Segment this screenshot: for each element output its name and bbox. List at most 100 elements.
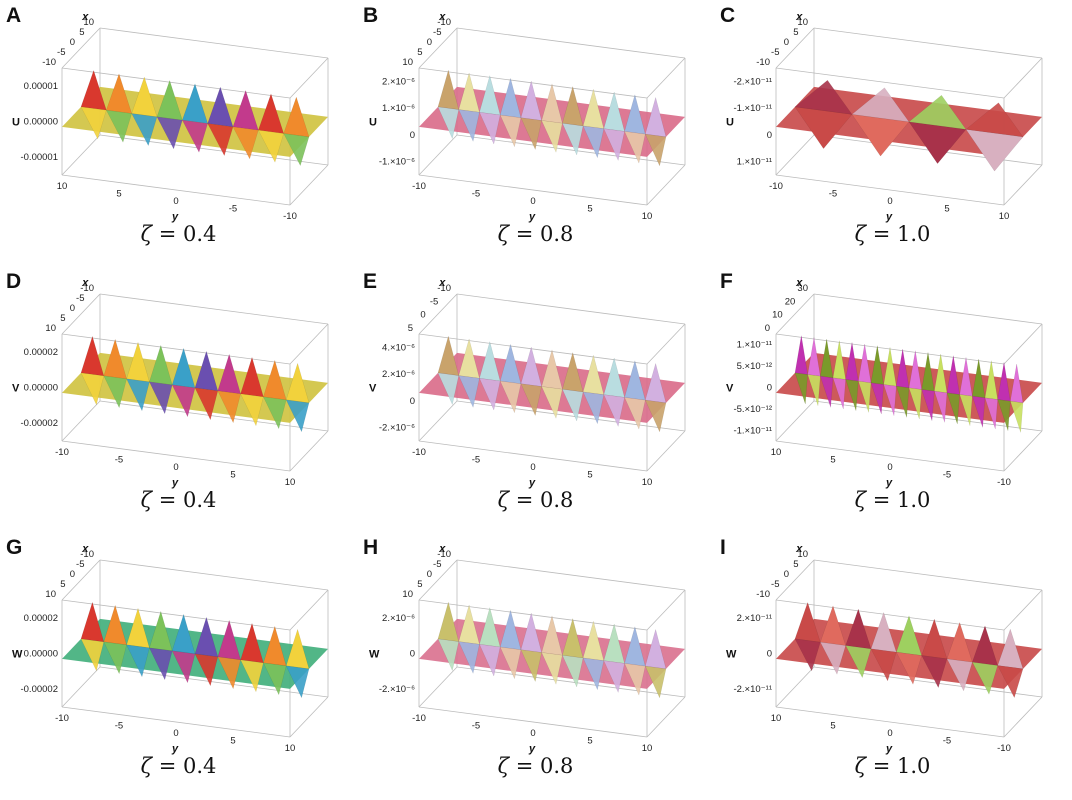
y-axis-label: y [528,477,536,489]
x-tick-label: 10 [402,57,413,68]
box-edge [289,164,329,206]
surface-trough [832,377,846,410]
x-axis-label: x [438,277,446,289]
chart-panel-i: 2.×10⁻¹¹ 0 -2.×10⁻¹¹ W -10 -5 0 5 10 x 10 5 0 -5 -10 y I… [714,532,1071,798]
x-tick-label: -10 [756,589,770,600]
y-tick-label: 5 [230,470,235,481]
z-tick-label: -0.00002 [20,684,58,695]
y-axis-label: y [528,211,536,223]
y-tick-label: 0 [887,728,892,739]
box-edge [418,27,458,69]
box-edge [1003,589,1043,631]
x-tick-label: 0 [784,37,789,48]
x-tick-label: 0 [427,569,432,580]
zeta-value: = 1.0 [866,754,931,778]
chart-panel-f: 1.×10⁻¹¹ 5.×10⁻¹² 0 -5.×10⁻¹² -1.×10⁻¹¹ V 0 10 2… [714,266,1071,532]
z-axis-label: V [369,383,377,395]
surface-trough [870,382,884,415]
surface-trough [582,125,605,159]
y-tick-label: -10 [55,713,69,724]
surface-trough [997,665,1024,699]
x-tick-label: 5 [417,579,422,590]
box-edge [289,589,329,631]
surface-trough [156,116,183,150]
surface-trough [562,654,584,688]
box-edge [61,174,291,206]
surface-trough [858,380,872,413]
surface-trough [131,113,158,147]
x-axis-label: x [81,11,89,23]
z-tick-label: -0.00001 [20,152,58,163]
surface-trough [283,133,310,167]
box-edge [646,323,686,365]
y-axis-label: y [171,743,179,755]
x-tick-label: -10 [437,549,451,560]
z-tick-label: 0.00000 [24,383,58,394]
box-edge [61,134,101,176]
surface-trough [997,399,1011,431]
surface-trough [921,389,935,421]
y-tick-label: 5 [587,204,592,215]
x-tick-label: -5 [430,296,438,307]
surface-trough [603,128,625,162]
y-tick-label: 10 [771,447,782,458]
panel-caption: ζ = 0.8 [357,488,714,512]
zeta-value: = 0.8 [509,754,574,778]
y-tick-label: 0 [887,462,892,473]
box-edge [775,706,1005,738]
z-tick-label: -2.×10⁻¹¹ [733,76,772,87]
z-tick-label: 1.×10⁻⁶ [382,103,415,114]
z-tick-label: 0 [410,396,415,407]
box-edge [775,174,1005,206]
x-tick-label: 10 [797,549,808,560]
surface-trough [520,649,542,683]
box-edge [456,293,686,325]
surface-plot-d: 0.000020.00000-0.00002V1050-5-10x-10-505… [12,277,329,489]
box-edge [813,293,1043,325]
box-edge [418,400,458,442]
x-tick-label: 5 [793,559,798,570]
surface-peak [794,335,808,375]
panel-caption: ζ = 1.0 [714,222,1071,246]
surface-trough [181,119,208,153]
chart-panel-a: 0.00001 0.00000 -0.00001 U -10 -5 0 5 10 x 10 5 0 -5-… [0,0,357,266]
surface-peak [908,350,922,390]
surface-trough [644,665,667,699]
x-axis-label: x [438,11,446,23]
box-edge [775,666,815,708]
surface-trough [624,663,646,696]
surface-trough [194,653,219,687]
zeta-symbol: ζ [854,488,867,512]
surface-peak [520,612,542,653]
surface-trough [845,379,859,411]
x-tick-label: 10 [45,589,56,600]
x-tick-label: -5 [433,27,441,38]
y-tick-label: 0 [887,196,892,207]
surface-trough [807,374,821,406]
z-tick-label: -0.00002 [20,418,58,429]
box-edge [61,666,101,708]
surface-trough [971,661,998,695]
zeta-value: = 0.8 [509,222,574,246]
z-tick-label: 0 [410,130,415,141]
surface-peak [171,613,196,655]
box-edge [289,430,329,472]
y-tick-label: 0 [173,196,178,207]
box-edge [418,666,458,708]
zeta-symbol: ζ [497,754,510,778]
z-tick-label: 1.×10⁻¹¹ [737,157,772,168]
x-tick-label: 0 [420,310,425,321]
panel-caption: ζ = 0.4 [0,754,357,778]
surface-peak [207,86,234,128]
box-edge [775,400,815,442]
y-tick-label: -5 [472,721,480,732]
surface-trough [437,372,459,406]
box-edge [61,293,101,335]
x-tick-label: 0 [70,569,75,580]
box-edge [813,559,1043,591]
surface-peak [794,601,821,643]
panel-letter: A [6,4,22,27]
surface-trough [499,380,522,414]
